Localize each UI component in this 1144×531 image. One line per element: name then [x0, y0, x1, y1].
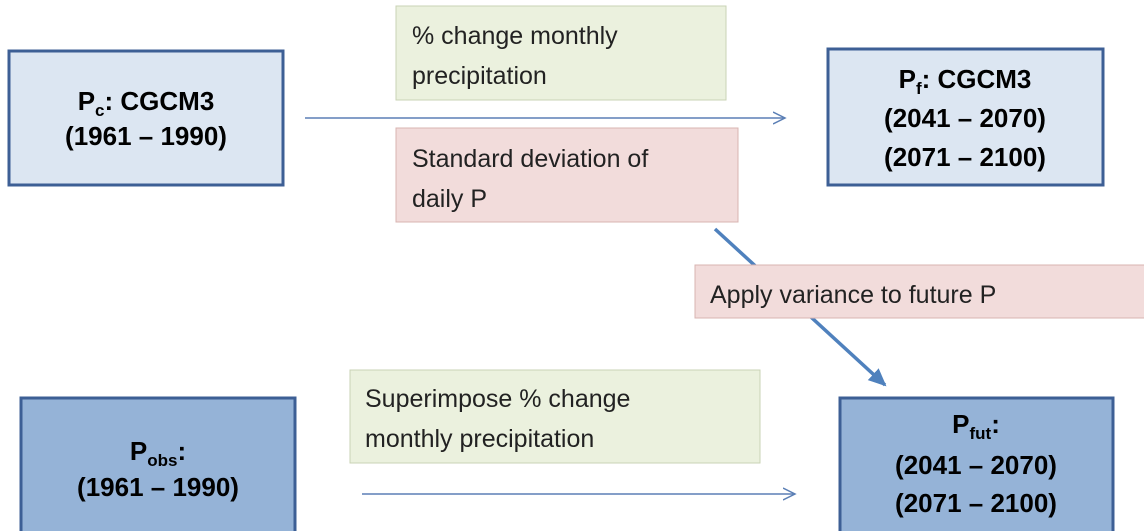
- node-line: (2071 – 2100): [884, 142, 1046, 172]
- title-rest: : CGCM3: [922, 64, 1032, 94]
- node-line: (2071 – 2100): [895, 488, 1057, 518]
- note-line: precipitation: [412, 62, 547, 90]
- subscript: f: [916, 79, 922, 98]
- node-box: [7, 49, 285, 187]
- note-line: daily P: [412, 185, 487, 213]
- note-line: % change monthly: [412, 22, 618, 50]
- node-line: (2041 – 2070): [895, 450, 1057, 480]
- symbol: P: [78, 86, 95, 116]
- title-rest: : CGCM3: [105, 86, 215, 116]
- note-line: Standard deviation of: [412, 145, 648, 173]
- node-line: (2041 – 2070): [884, 103, 1046, 133]
- note-line: Superimpose % change: [365, 385, 630, 413]
- note-box: [395, 5, 727, 101]
- note-box: [694, 264, 1144, 319]
- note-line: monthly precipitation: [365, 425, 594, 453]
- node-title: Pc: CGCM3: [78, 86, 215, 120]
- note-box: [349, 369, 761, 464]
- node-box: [826, 47, 1105, 187]
- node-title: Pfut:: [952, 409, 1000, 443]
- note-box: [395, 127, 739, 223]
- subscript: c: [95, 101, 104, 120]
- subscript: obs: [147, 451, 177, 470]
- node-line: (1961 – 1990): [77, 472, 239, 502]
- subscript: fut: [969, 424, 991, 443]
- symbol: P: [899, 64, 916, 94]
- symbol: P: [952, 409, 969, 439]
- symbol: P: [130, 436, 147, 466]
- node-box: [838, 396, 1115, 531]
- title-rest: :: [991, 409, 1000, 439]
- node-title: Pf: CGCM3: [899, 64, 1032, 98]
- node-line: (1961 – 1990): [65, 121, 227, 151]
- note-line: Apply variance to future P: [710, 281, 996, 309]
- node-title: Pobs:: [130, 436, 186, 470]
- node-box: [19, 396, 297, 531]
- title-rest: :: [177, 436, 186, 466]
